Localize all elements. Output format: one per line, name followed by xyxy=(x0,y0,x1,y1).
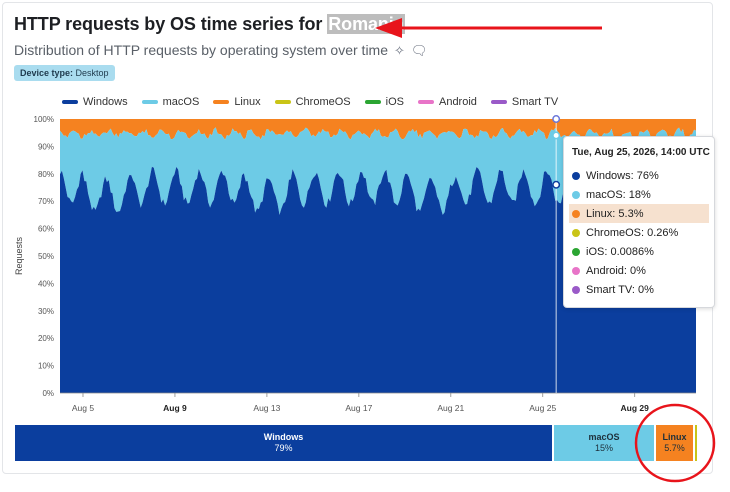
y-tick-label: 0% xyxy=(42,389,54,398)
y-axis-label: Requests xyxy=(14,236,24,275)
x-tick-label: Aug 29 xyxy=(621,403,650,413)
tooltip-dot xyxy=(572,247,580,256)
tooltip-text: Android: 0% xyxy=(586,264,646,277)
tooltip-row-chromeos: ChromeOS: 0.26% xyxy=(564,223,714,242)
legend-label: Linux xyxy=(234,96,261,108)
legend-item-ios[interactable]: iOS xyxy=(364,96,404,108)
tooltip-text: Linux: 5.3% xyxy=(586,207,644,220)
tooltip-dot xyxy=(572,228,580,237)
x-tick-label: Aug 13 xyxy=(253,403,280,413)
tooltip-text: Windows: 76% xyxy=(586,169,659,182)
legend-label: Windows xyxy=(83,96,128,108)
y-tick-label: 100% xyxy=(34,115,54,124)
legend-label: macOS xyxy=(162,96,200,108)
legend-swatch xyxy=(417,100,434,104)
badge-value: Desktop xyxy=(75,68,109,78)
x-tick-label: Aug 5 xyxy=(72,403,94,413)
legend-item-chromeos[interactable]: ChromeOS xyxy=(274,96,351,108)
tooltip-row-smart-tv: Smart TV: 0% xyxy=(564,280,714,299)
y-tick-label: 70% xyxy=(38,197,54,206)
legend-swatch xyxy=(274,100,291,104)
tooltip-dot xyxy=(572,190,580,199)
summary-bar-label: macOS xyxy=(588,432,620,442)
tooltip-dot xyxy=(572,266,580,275)
hover-point xyxy=(552,180,561,189)
summary-bar-linux[interactable]: Linux 5.7% xyxy=(656,425,695,461)
legend-label: iOS xyxy=(385,96,404,108)
y-tick-label: 30% xyxy=(38,307,54,316)
y-tick-label: 10% xyxy=(38,362,54,371)
legend-item-macos[interactable]: macOS xyxy=(141,96,200,108)
legend-swatch xyxy=(364,100,381,104)
y-tick-label: 50% xyxy=(38,252,54,261)
hover-point xyxy=(552,131,561,140)
legend-label: ChromeOS xyxy=(295,96,351,108)
sparkle-icon[interactable]: ✧ xyxy=(394,42,405,58)
summary-bar-value: 79% xyxy=(274,443,293,453)
device-type-badge[interactable]: Device type: Desktop xyxy=(14,65,115,81)
chart-subtitle: Distribution of HTTP requests by operati… xyxy=(14,42,389,58)
subtitle-row: Distribution of HTTP requests by operati… xyxy=(14,42,427,58)
annotation-circle xyxy=(634,403,716,483)
x-tick-label: Aug 21 xyxy=(437,403,464,413)
x-tick-label: Aug 17 xyxy=(345,403,372,413)
y-tick-label: 40% xyxy=(38,279,54,288)
badge-label: Device type: xyxy=(20,68,74,78)
summary-bar-value: 5.7% xyxy=(664,443,685,453)
x-tick-label: Aug 25 xyxy=(529,403,556,413)
tooltip-text: iOS: 0.0086% xyxy=(586,245,654,258)
tooltip-row-linux: Linux: 5.3% xyxy=(569,204,709,223)
tooltip-text: ChromeOS: 0.26% xyxy=(586,226,679,239)
tooltip-row-macos: macOS: 18% xyxy=(564,185,714,204)
tooltip-text: Smart TV: 0% xyxy=(586,283,654,296)
legend-item-android[interactable]: Android xyxy=(417,96,477,108)
tooltip-dot xyxy=(572,285,580,294)
summary-bar-label: Linux xyxy=(662,432,687,442)
tooltip-title: Tue, Aug 25, 2026, 14:00 UTC xyxy=(572,147,710,158)
tooltip-text: macOS: 18% xyxy=(586,188,651,201)
page-title: HTTP requests by OS time series for Roman… xyxy=(14,14,405,35)
chart-tooltip: Tue, Aug 25, 2026, 14:00 UTC Windows: 76… xyxy=(563,136,715,308)
y-tick-label: 90% xyxy=(38,142,54,151)
tooltip-row-android: Android: 0% xyxy=(564,261,714,280)
annotation-arrow-head xyxy=(375,18,402,38)
legend-swatch xyxy=(213,100,230,104)
hover-point xyxy=(552,115,561,123)
tooltip-row-windows: Windows: 76% xyxy=(564,166,714,185)
summary-bar-label: Windows xyxy=(263,432,304,442)
tooltip-row-ios: iOS: 0.0086% xyxy=(564,242,714,261)
tooltip-dot xyxy=(572,171,580,180)
summary-bar-windows[interactable]: Windows 79% xyxy=(15,425,554,461)
y-tick-label: 80% xyxy=(38,170,54,179)
legend-item-windows[interactable]: Windows xyxy=(62,96,128,108)
chart-legend: Windows macOS Linux ChromeOS iOS Android Smart… xyxy=(62,96,558,108)
y-tick-label: 20% xyxy=(38,334,54,343)
tooltip-dot xyxy=(572,209,580,218)
area-windows xyxy=(60,166,696,393)
x-tick-label: Aug 9 xyxy=(163,403,187,413)
legend-swatch xyxy=(62,100,78,104)
summary-bar-other[interactable] xyxy=(695,425,697,461)
legend-swatch xyxy=(141,100,158,104)
legend-label: Android xyxy=(438,96,477,108)
area-linux xyxy=(60,119,696,140)
legend-item-smart-tv[interactable]: Smart TV xyxy=(490,96,559,108)
legend-label: Smart TV xyxy=(511,96,559,108)
summary-bar-value: 15% xyxy=(594,443,613,453)
legend-swatch xyxy=(490,100,507,104)
title-row: HTTP requests by OS time series for Roman… xyxy=(14,14,405,35)
legend-item-linux[interactable]: Linux xyxy=(213,96,261,108)
y-tick-label: 60% xyxy=(38,225,54,234)
area-macos xyxy=(60,127,696,215)
title-prefix: HTTP requests by OS time series for xyxy=(14,14,323,34)
comment-icon[interactable]: 🗨 xyxy=(410,42,428,58)
